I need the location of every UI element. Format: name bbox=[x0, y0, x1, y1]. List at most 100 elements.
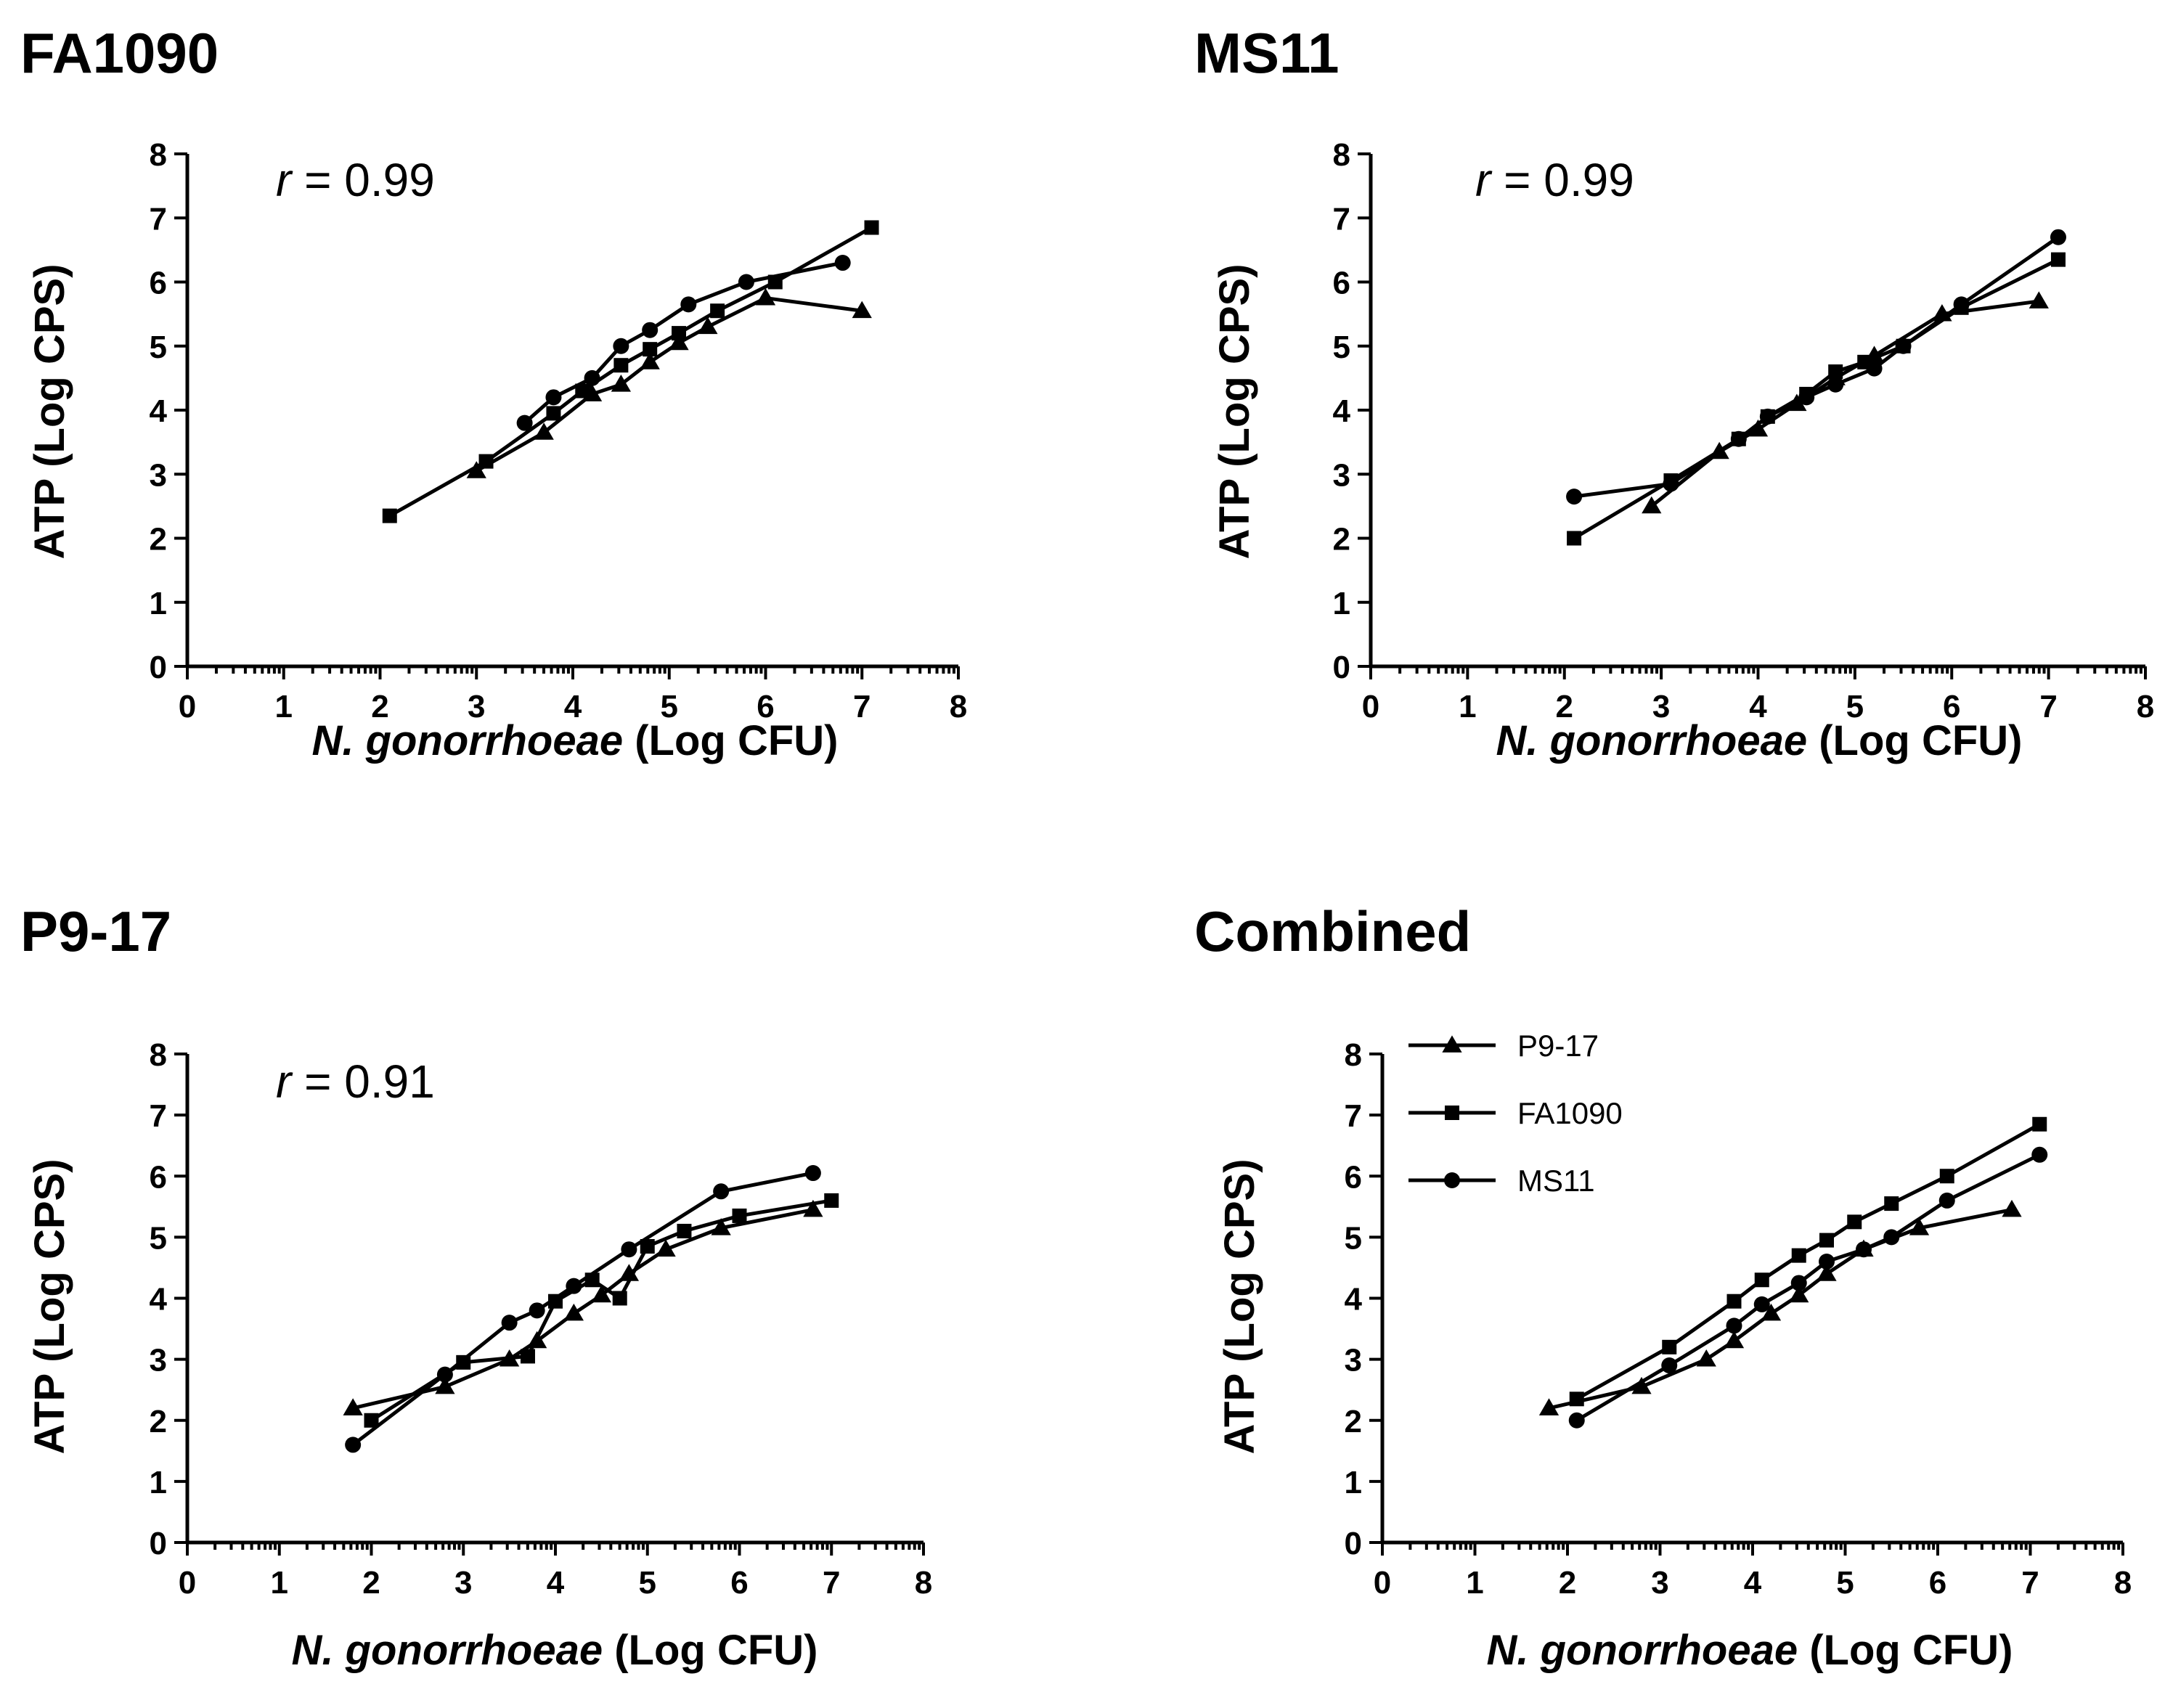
y-tick-label: 8 bbox=[150, 137, 167, 173]
y-tick-label: 5 bbox=[1333, 330, 1350, 365]
data-point-fa1090 bbox=[546, 406, 561, 421]
correlation-label: r = 0.99 bbox=[1475, 154, 1634, 206]
y-tick-label: 5 bbox=[150, 330, 167, 365]
panel-combined: Combined 0 1 2 3 4 5 6 7 8 0 1 2 3 4 5 6 7 8 P9-17 FA1090 M… bbox=[1194, 899, 2132, 1674]
x-tick-label: 3 bbox=[468, 689, 485, 724]
x-tick-label: 2 bbox=[1556, 689, 1573, 724]
y-tick-label: 5 bbox=[150, 1220, 167, 1256]
y-tick-label: 2 bbox=[1345, 1404, 1362, 1439]
legend-label-p9-17: P9-17 bbox=[1517, 1029, 1599, 1063]
data-point-p9-17 bbox=[1642, 496, 1662, 514]
r-symbol: r bbox=[1475, 154, 1493, 206]
data-point-ms11 bbox=[584, 369, 600, 386]
y-tick-label: 4 bbox=[1333, 393, 1351, 429]
x-axis-label-units: (Log CFU) bbox=[1807, 717, 2022, 764]
panel-title: Combined bbox=[1194, 899, 1471, 963]
panel-p9-17: P9-17 r = 0.91 0 1 2 3 4 5 6 7 8 0 1 2 3 4 5 6 7 8 N. gon… bbox=[20, 899, 932, 1674]
data-point-p9-17 bbox=[534, 422, 554, 440]
x-axis-label-italic: N. gonorrhoeae bbox=[292, 1627, 603, 1674]
legend-label-ms11: MS11 bbox=[1517, 1164, 1595, 1198]
x-tick-label: 3 bbox=[1652, 689, 1670, 724]
y-tick-label: 6 bbox=[150, 1159, 167, 1195]
legend: P9-17 FA1090 MS11 bbox=[1408, 1029, 1623, 1198]
panel-title: MS11 bbox=[1194, 21, 1339, 85]
y-tick-label: 1 bbox=[150, 586, 167, 621]
data-point-p9-17 bbox=[435, 1376, 455, 1394]
data-point-ms11 bbox=[1798, 389, 1815, 406]
y-tick-label: 6 bbox=[150, 266, 167, 301]
data-point-fa1090 bbox=[612, 1291, 627, 1306]
data-point-fa1090 bbox=[1791, 1248, 1806, 1263]
data-point-ms11 bbox=[1883, 1229, 1900, 1246]
data-point-fa1090 bbox=[382, 508, 397, 523]
data-point-ms11 bbox=[2050, 229, 2066, 245]
x-axis-label-units: (Log CFU) bbox=[603, 1627, 818, 1674]
y-tick-label: 7 bbox=[150, 1098, 167, 1134]
data-point-fa1090 bbox=[643, 342, 658, 357]
data-point-ms11 bbox=[1938, 1192, 1955, 1209]
data-point-p9-17 bbox=[2002, 1199, 2022, 1217]
data-point-p9-17 bbox=[611, 375, 632, 392]
data-point-fa1090 bbox=[677, 1223, 692, 1238]
y-tick-label: 6 bbox=[1345, 1159, 1362, 1195]
data-point-p9-17 bbox=[2029, 291, 2049, 308]
legend-marker-fa1090 bbox=[1445, 1106, 1459, 1120]
data-point-fa1090 bbox=[824, 1193, 839, 1208]
data-point-fa1090 bbox=[1567, 531, 1582, 546]
series-line-ms11 bbox=[1575, 1153, 2041, 1422]
plot-area: 0 1 2 3 4 5 6 7 8 0 1 2 3 4 5 6 7 8 bbox=[150, 1037, 933, 1601]
data-point-fa1090 bbox=[1847, 1214, 1862, 1230]
data-point-ms11 bbox=[1663, 475, 1679, 492]
y-tick-label: 8 bbox=[150, 1037, 167, 1073]
data-point-p9-17 bbox=[698, 316, 718, 335]
plot-area: 0 1 2 3 4 5 6 7 8 0 1 2 3 4 5 6 7 8 bbox=[1345, 1037, 2132, 1601]
x-tick-label: 2 bbox=[371, 689, 388, 724]
data-point-p9-17 bbox=[656, 1239, 676, 1257]
y-tick-label: 0 bbox=[150, 1526, 167, 1561]
data-point-ms11 bbox=[1953, 296, 1970, 313]
panel-title: P9-17 bbox=[20, 899, 171, 963]
data-point-fa1090 bbox=[2050, 252, 2066, 267]
x-tick-label: 7 bbox=[823, 1565, 840, 1601]
data-point-ms11 bbox=[1568, 1412, 1585, 1429]
data-point-p9-17 bbox=[619, 1264, 640, 1281]
data-point-p9-17 bbox=[1538, 1398, 1559, 1415]
legend-marker-ms11 bbox=[1444, 1172, 1460, 1188]
y-axis-label: ATP (Log CPS) bbox=[26, 263, 73, 559]
data-point-ms11 bbox=[804, 1165, 821, 1182]
y-tick-label: 7 bbox=[1333, 201, 1350, 237]
panel-fa1090: FA1090 r = 0.99 0 1 2 3 4 5 6 7 8 0 1 2 3 4 5 6 7 8 N. go… bbox=[20, 21, 967, 764]
r-symbol: r bbox=[276, 154, 293, 206]
data-point-ms11 bbox=[1661, 1357, 1678, 1374]
data-point-ms11 bbox=[1730, 430, 1747, 447]
correlation-label: r = 0.99 bbox=[276, 154, 435, 206]
x-axis-label: N. gonorrhoeae (Log CFU) bbox=[1496, 717, 2023, 764]
y-tick-label: 4 bbox=[150, 1282, 168, 1317]
data-point-ms11 bbox=[501, 1315, 518, 1331]
x-tick-label: 0 bbox=[1374, 1565, 1391, 1601]
data-point-ms11 bbox=[529, 1302, 545, 1319]
data-point-fa1090 bbox=[478, 454, 494, 469]
x-tick-label: 5 bbox=[1836, 1565, 1854, 1601]
x-tick-label: 4 bbox=[1744, 1565, 1762, 1601]
x-tick-label: 1 bbox=[1459, 689, 1476, 724]
x-tick-label: 1 bbox=[275, 689, 293, 724]
x-tick-label: 3 bbox=[454, 1565, 472, 1601]
x-tick-label: 8 bbox=[2137, 689, 2154, 724]
data-point-ms11 bbox=[834, 255, 851, 271]
x-axis-label-italic: N. gonorrhoeae bbox=[312, 717, 624, 764]
data-point-p9-17 bbox=[343, 1398, 363, 1415]
data-point-p9-17 bbox=[711, 1218, 731, 1235]
data-point-fa1090 bbox=[1662, 1339, 1677, 1354]
y-tick-label: 7 bbox=[150, 201, 167, 237]
data-point-fa1090 bbox=[1726, 1294, 1742, 1309]
data-point-fa1090 bbox=[864, 220, 879, 235]
y-tick-label: 4 bbox=[1345, 1282, 1363, 1317]
data-point-ms11 bbox=[1827, 376, 1844, 393]
x-tick-label: 2 bbox=[362, 1565, 380, 1601]
data-point-ms11 bbox=[738, 274, 754, 290]
y-tick-label: 1 bbox=[1345, 1465, 1362, 1500]
series-line-fa1090 bbox=[370, 1198, 832, 1422]
